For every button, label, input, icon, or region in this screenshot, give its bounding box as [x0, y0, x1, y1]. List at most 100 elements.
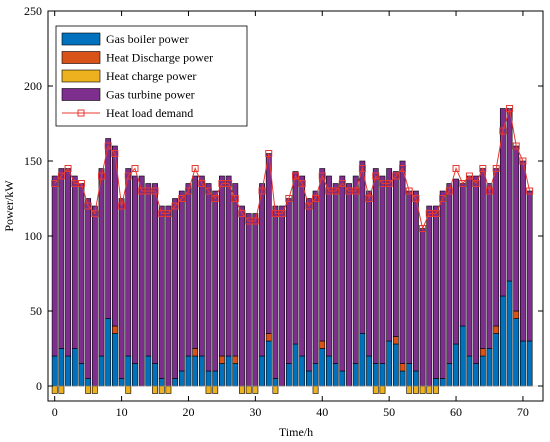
- bar-segment-3-t11: [125, 385, 132, 394]
- bar-segment-1-t48: [372, 363, 379, 387]
- legend: Gas boiler power Heat Discharge power Heat…: [55, 25, 248, 127]
- bar-segment-1-t67: [499, 295, 506, 387]
- line-marker-t51: [392, 172, 400, 180]
- line-marker-t18: [171, 202, 179, 210]
- bar-segment-1-t4: [78, 363, 85, 387]
- bar-segment-3-t57: [433, 385, 439, 394]
- bar-segment-1-t10: [118, 378, 125, 387]
- line-marker-t8: [104, 142, 112, 150]
- bar-segment-1-t20: [185, 355, 192, 387]
- line-marker-t22: [198, 180, 206, 187]
- bar-segment-3-t29: [245, 385, 252, 394]
- bar-segment-4-t17: [165, 205, 172, 387]
- series-line-1: [54, 108, 531, 231]
- bar-segment-4-t2: [65, 168, 71, 357]
- plot-frame: [47, 10, 544, 402]
- bar-segment-4-t18: [172, 198, 178, 379]
- line-marker-t54: [412, 195, 420, 202]
- line-marker-t32: [265, 150, 273, 157]
- line-marker-t53: [405, 187, 413, 195]
- bar-segment-2-t9: [111, 325, 118, 334]
- bar-segment-1-t3: [71, 348, 78, 387]
- bar-segment-1-t1: [58, 348, 65, 387]
- bar-segment-3-t54: [413, 385, 419, 394]
- bar-segment-2-t69: [513, 310, 520, 319]
- line-marker-t31: [258, 187, 266, 195]
- bar-segment-1-t71: [526, 340, 533, 387]
- bar-segment-3-t5: [85, 385, 92, 394]
- bar-segment-1-t68: [506, 280, 513, 387]
- bar-segment-1-t25: [219, 363, 225, 387]
- x-tick-label: 10: [116, 405, 128, 419]
- bar-segment-4-t29: [245, 213, 252, 387]
- bar-segment-4-t45: [352, 175, 359, 364]
- bar-segment-4-t3: [71, 175, 78, 349]
- line-marker-t68: [506, 105, 514, 112]
- bar-segment-4-t8: [105, 138, 112, 319]
- line-marker-t61: [459, 180, 467, 187]
- line-marker-t16: [158, 210, 166, 217]
- bar-segment-2-t66: [493, 325, 500, 334]
- x-tick-label: 0: [52, 405, 58, 419]
- bar-segment-1-t60: [453, 343, 459, 387]
- bar-segment-3-t16: [158, 385, 165, 394]
- bar-segment-4-t27: [232, 183, 239, 357]
- legend-label-4: Gas turbine power: [106, 88, 195, 102]
- bar-segment-4-t46: [359, 160, 366, 334]
- bar-segment-3-t48: [372, 385, 379, 394]
- bar-segment-1-t7: [98, 355, 105, 387]
- bar-segment-4-t32: [265, 153, 272, 334]
- bar-segment-4-t35: [285, 198, 292, 364]
- line-marker-t19: [178, 195, 186, 202]
- bar-segment-1-t52: [399, 370, 406, 387]
- bar-segment-4-t56: [426, 205, 433, 387]
- bar-segment-4-t22: [198, 175, 205, 357]
- bar-segment-4-t44: [346, 183, 352, 387]
- bar-segment-1-t18: [172, 378, 178, 387]
- legend-marker-swatch: [77, 109, 85, 117]
- bar-segment-3-t28: [239, 385, 245, 394]
- bar-segment-3-t33: [272, 385, 279, 394]
- bar-segment-1-t21: [192, 355, 199, 387]
- line-marker-t11: [124, 172, 132, 180]
- bar-segment-3-t55: [419, 385, 426, 394]
- bar-segment-1-t69: [513, 318, 520, 387]
- bar-segment-1-t43: [339, 370, 346, 387]
- line-marker-t65: [485, 187, 493, 195]
- bar-segment-4-t20: [185, 183, 192, 357]
- bar-segment-3-t0: [51, 385, 58, 394]
- bar-segment-3-t15: [152, 385, 158, 394]
- line-marker-t36: [292, 172, 299, 180]
- bar-segment-1-t31: [259, 355, 265, 387]
- y-tick-label: 0: [36, 379, 42, 393]
- bar-segment-1-t27: [232, 363, 239, 387]
- bar-segment-4-t11: [125, 168, 132, 357]
- bar-segment-4-t19: [178, 190, 185, 372]
- bar-segment-1-t8: [105, 318, 112, 387]
- x-tick-label: 30: [249, 405, 261, 419]
- bar-segment-4-t4: [78, 183, 85, 364]
- bar-segment-1-t9: [111, 333, 118, 387]
- line-marker-t7: [98, 172, 106, 180]
- line-marker-t69: [512, 142, 520, 150]
- legend-swatch-2: [61, 51, 101, 64]
- line-marker-t40: [318, 172, 326, 180]
- bar-segment-4-t68: [506, 108, 513, 282]
- bar-segment-1-t57: [433, 378, 439, 387]
- line-marker-t26: [225, 180, 233, 187]
- line-marker-t60: [452, 165, 460, 172]
- legend-label-3: Heat charge power: [106, 69, 196, 83]
- bar-segment-1-t58: [439, 378, 446, 387]
- bar-segment-4-t55: [419, 228, 426, 387]
- bar-segment-1-t64: [479, 355, 486, 387]
- bar-segment-2-t21: [192, 348, 199, 357]
- line-marker-t34: [278, 210, 286, 217]
- bar-segment-1-t35: [285, 363, 292, 387]
- line-marker-t30: [251, 217, 259, 225]
- line-marker-t2: [64, 165, 72, 172]
- line-marker-t39: [312, 195, 320, 202]
- legend-label-5: Heat load demand: [106, 106, 193, 120]
- bar-segment-1-t46: [359, 333, 366, 387]
- bar-segment-4-t37: [299, 175, 306, 357]
